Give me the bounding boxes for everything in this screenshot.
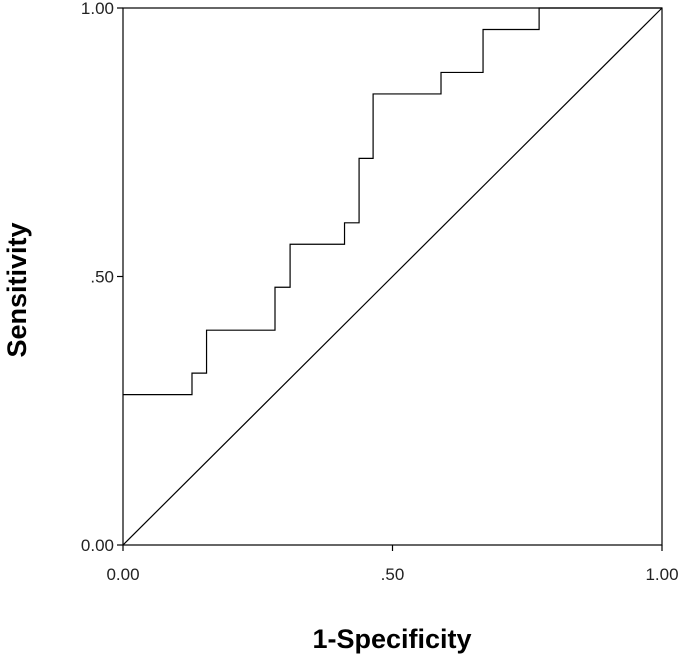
y-tick-label: 0.00 — [81, 536, 114, 555]
plot-area — [122, 7, 663, 546]
axis-ticks: 0.00 .50 1.00 0.00 .50 1.00 — [81, 0, 679, 584]
x-axis-title: 1-Specificity — [312, 624, 471, 654]
y-tick-label: .50 — [90, 268, 114, 287]
y-axis-title: Sensitivity — [2, 222, 32, 357]
x-tick-label: 0.00 — [106, 565, 139, 584]
roc-step-curve — [123, 7, 662, 396]
x-tick-label: 1.00 — [645, 565, 678, 584]
y-tick-label: 1.00 — [81, 0, 114, 18]
reference-diagonal-line — [122, 7, 663, 546]
x-tick-label: .50 — [381, 565, 405, 584]
